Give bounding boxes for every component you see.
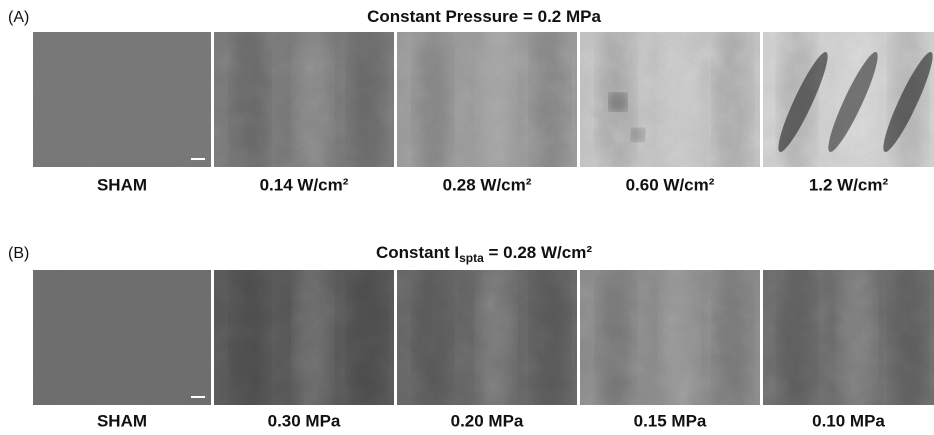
micrograph xyxy=(214,32,394,167)
micrograph xyxy=(33,32,211,167)
noise xyxy=(580,270,760,405)
micrograph xyxy=(397,32,577,167)
panel-title: Constant Pressure = 0.2 MPa xyxy=(367,7,601,26)
image-label: 0.30 MPa xyxy=(268,411,341,430)
noise xyxy=(33,270,211,405)
image-content xyxy=(763,32,934,167)
title-text: Constant Pressure = 0.2 MPa xyxy=(367,7,601,26)
image-label: 0.28 W/cm² xyxy=(443,175,532,194)
micrograph xyxy=(763,32,934,167)
micrograph xyxy=(763,270,934,405)
image-content xyxy=(214,32,394,167)
title-text: = 0.28 W/cm² xyxy=(484,243,593,262)
image-content xyxy=(580,32,760,167)
image-label: SHAM xyxy=(97,175,147,194)
image-content xyxy=(214,270,394,405)
micrograph xyxy=(214,270,394,405)
noise xyxy=(397,32,577,167)
image-label: 1.2 W/cm² xyxy=(809,175,889,194)
image-content xyxy=(33,270,211,405)
image-label: 0.10 MPa xyxy=(812,411,885,430)
image-content xyxy=(580,270,760,405)
image-label: 0.15 MPa xyxy=(634,411,707,430)
image-label: 0.60 W/cm² xyxy=(626,175,715,194)
noise xyxy=(33,32,211,167)
image-label: 0.14 W/cm² xyxy=(260,175,349,194)
noise xyxy=(763,270,934,405)
image-content xyxy=(763,270,934,405)
micrograph xyxy=(397,270,577,405)
micrograph xyxy=(580,32,760,167)
noise xyxy=(763,32,934,167)
panel-title: Constant Ispta = 0.28 W/cm² xyxy=(376,243,592,265)
image-content xyxy=(33,32,211,167)
image-content xyxy=(397,270,577,405)
noise xyxy=(580,32,760,167)
panel-label: (A) xyxy=(8,9,29,26)
panel-label: (B) xyxy=(8,245,29,262)
title-sub: spta xyxy=(459,251,484,265)
micrograph xyxy=(33,270,211,405)
image-label: SHAM xyxy=(97,411,147,430)
noise xyxy=(214,32,394,167)
noise xyxy=(214,270,394,405)
image-label: 0.20 MPa xyxy=(451,411,524,430)
image-content xyxy=(397,32,577,167)
noise xyxy=(397,270,577,405)
title-text: Constant I xyxy=(376,243,459,262)
micrograph xyxy=(580,270,760,405)
